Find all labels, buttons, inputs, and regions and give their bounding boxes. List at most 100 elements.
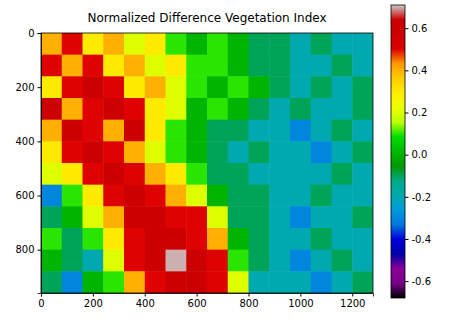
heatmap-cell — [311, 141, 332, 163]
heatmap-cell — [145, 76, 166, 98]
heatmap-cell — [41, 76, 62, 98]
heatmap-cell — [249, 120, 270, 142]
tick-mark — [405, 155, 409, 156]
heatmap-cell — [207, 250, 228, 272]
heatmap-cell — [41, 206, 62, 228]
heatmap-cell — [269, 76, 290, 98]
tick: 800 — [15, 244, 41, 255]
tick: 0 — [38, 293, 44, 309]
tick-mark — [93, 293, 94, 297]
heatmap-cells — [41, 33, 373, 293]
heatmap-cell — [290, 228, 311, 250]
heatmap-cell — [103, 33, 124, 55]
heatmap-cell — [290, 141, 311, 163]
heatmap-cell — [290, 271, 311, 293]
heatmap-cell — [290, 98, 311, 120]
heatmap-cell — [186, 185, 207, 207]
axis-line — [42, 294, 374, 297]
heatmap-cell — [207, 55, 228, 77]
heatmap-cell — [311, 55, 332, 77]
heatmap-cell — [290, 55, 311, 77]
heatmap-cell — [41, 141, 62, 163]
heatmap-cell — [249, 228, 270, 250]
heatmap-cell — [186, 76, 207, 98]
heatmap-cell — [41, 33, 62, 55]
heatmap-cell — [207, 271, 228, 293]
heatmap-cell — [83, 55, 104, 77]
heatmap-cell — [269, 228, 290, 250]
heatmap-cell — [228, 98, 249, 120]
heatmap-cell — [311, 206, 332, 228]
heatmap-cell — [249, 55, 270, 77]
tick-mark — [405, 113, 409, 114]
tick: 400 — [136, 293, 155, 309]
heatmap-cell — [166, 55, 187, 77]
heatmap-cell — [186, 141, 207, 163]
heatmap-cell — [290, 76, 311, 98]
heatmap-cell — [41, 98, 62, 120]
heatmap-cell — [124, 141, 145, 163]
heatmap-cell — [103, 228, 124, 250]
tick-label: -0.6 — [412, 276, 432, 287]
heatmap-cell — [103, 185, 124, 207]
heatmap-cell — [249, 98, 270, 120]
heatmap-cell — [62, 98, 83, 120]
heatmap-cell — [186, 55, 207, 77]
heatmap-cell — [332, 271, 353, 293]
heatmap-cell — [352, 33, 373, 55]
heatmap-cell — [145, 55, 166, 77]
tick: 0.0 — [405, 149, 427, 160]
chart: Normalized Difference Vegetation Index 0 2… — [0, 0, 461, 325]
heatmap-cell — [249, 250, 270, 272]
heatmap-cell — [145, 228, 166, 250]
heatmap-cell — [166, 33, 187, 55]
heatmap-cell — [41, 228, 62, 250]
heatmap-cell — [83, 271, 104, 293]
heatmap-cell — [186, 271, 207, 293]
title: Normalized Difference Vegetation Index — [87, 11, 326, 25]
heatmap-cell — [332, 228, 353, 250]
tick-label: 0.0 — [412, 149, 428, 160]
tick-mark — [38, 87, 42, 88]
heatmap-cell — [352, 98, 373, 120]
heatmap-cell — [269, 120, 290, 142]
heatmap-cell — [352, 206, 373, 228]
tick-label: 1000 — [288, 298, 313, 309]
tick: 0.6 — [405, 23, 427, 34]
heatmap-cell — [311, 228, 332, 250]
heatmap-cell — [311, 98, 332, 120]
tick: 0.2 — [405, 107, 427, 118]
x-axis: 020040060080010001200 — [38, 293, 373, 309]
heatmap-cell — [311, 185, 332, 207]
heatmap-cell — [186, 33, 207, 55]
heatmap-cell — [207, 163, 228, 185]
heatmap-cell — [332, 250, 353, 272]
tick: 800 — [239, 293, 258, 309]
heatmap-cell — [311, 250, 332, 272]
heatmap-cell — [103, 271, 124, 293]
tick: 200 — [84, 293, 103, 309]
heatmap-cell — [228, 271, 249, 293]
heatmap-cell — [166, 163, 187, 185]
axis-line — [406, 6, 409, 299]
heatmap-cell — [311, 120, 332, 142]
heatmap-cell — [83, 185, 104, 207]
heatmap-cell — [166, 76, 187, 98]
heatmap-cell — [332, 98, 353, 120]
heatmap-cell — [103, 120, 124, 142]
heatmap-cell — [207, 185, 228, 207]
heatmap-cell — [311, 33, 332, 55]
heatmap-cell — [269, 141, 290, 163]
tick-mark — [300, 293, 301, 297]
heatmap-cell — [207, 120, 228, 142]
heatmap-cell — [186, 250, 207, 272]
heatmap-cell — [166, 98, 187, 120]
heatmap-cell — [166, 141, 187, 163]
heatmap-cell — [124, 185, 145, 207]
heatmap-cell — [124, 250, 145, 272]
heatmap-cell — [228, 163, 249, 185]
heatmap-cell — [103, 163, 124, 185]
heatmap-cell — [186, 206, 207, 228]
tick-label: 400 — [15, 136, 34, 147]
heatmap-cell — [145, 206, 166, 228]
